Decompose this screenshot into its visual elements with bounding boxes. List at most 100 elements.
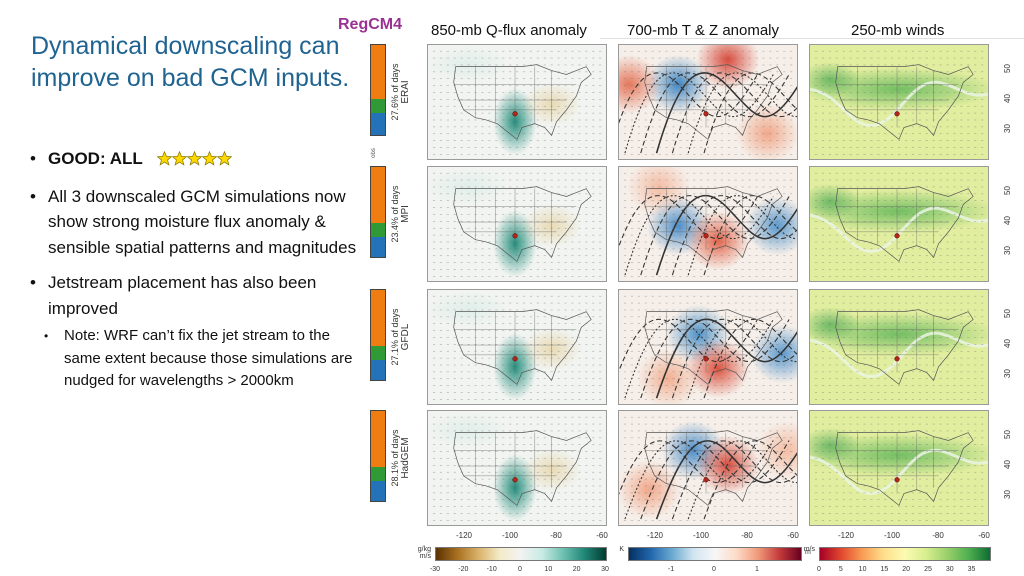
colorbar-tick-label: 0 — [518, 566, 522, 573]
colorbar-tick-label: 25 — [924, 566, 932, 573]
us-outline — [453, 430, 592, 506]
lat-tick-label: 50 — [1002, 186, 1012, 195]
bullet-dot: • — [44, 329, 49, 343]
star-icon — [172, 151, 188, 166]
bullet-text: GOOD: ALL — [48, 149, 143, 168]
colorbar — [435, 547, 607, 561]
colorbar-tick-label: 10 — [544, 566, 553, 573]
lat-tick-label: 30 — [1002, 124, 1012, 133]
lon-tick-label: -80 — [741, 531, 753, 540]
colorbar-tick-label: -30 — [429, 566, 441, 573]
state-borders — [835, 188, 959, 250]
location-marker — [894, 356, 900, 362]
location-marker — [894, 477, 900, 483]
map-panel-qflux-mpi — [427, 166, 607, 282]
location-marker — [512, 233, 518, 239]
us-outline — [644, 430, 783, 506]
bullet-simulations: • All 3 downscaled GCM simulations now s… — [30, 184, 360, 261]
map-panel-tz-hadgem — [618, 410, 798, 526]
bar-segment-green — [371, 345, 385, 361]
colorbar — [819, 547, 991, 561]
state-borders — [644, 432, 768, 494]
lon-tick-label: -120 — [646, 531, 664, 540]
state-borders — [835, 311, 959, 373]
temperature-anomaly — [745, 196, 797, 256]
wind-vectors — [814, 416, 984, 521]
bar-segment-blue — [371, 360, 385, 380]
bullet-jetstream: • Jetstream placement has also been impr… — [30, 270, 360, 321]
location-marker — [512, 356, 518, 362]
us-outline — [644, 309, 783, 385]
bullet-text: Jetstream placement has also been improv… — [48, 273, 317, 318]
lon-tick-label: -60 — [596, 531, 608, 540]
positive-anomaly — [428, 46, 508, 83]
regime-fraction-bar — [370, 166, 386, 258]
lat-tick-label: 40 — [1002, 460, 1012, 469]
positive-anomaly — [428, 291, 508, 328]
regime-fraction-bar — [370, 289, 386, 381]
bullet-text: Note: WRF can’t fix the jet stream to th… — [64, 327, 353, 389]
lon-tick-label: -100 — [501, 531, 519, 540]
lat-tick-label: 40 — [1002, 216, 1012, 225]
colorbar-tick-label: 5 — [838, 566, 843, 573]
map-panel-tz-gfdl — [618, 289, 798, 405]
model-name: HadGEM — [400, 437, 411, 479]
colorbar-tick-label: 30 — [601, 566, 609, 573]
lon-tick-label: -80 — [550, 531, 562, 540]
lat-tick-label: 30 — [1002, 369, 1012, 378]
lat-tick-label: 30 — [1002, 490, 1012, 499]
star-icon — [187, 151, 203, 166]
wind-vectors — [432, 416, 602, 521]
us-outline — [835, 430, 974, 506]
location-marker — [894, 233, 900, 239]
bar-segment-green — [371, 99, 385, 113]
map-panel-winds-gfdl — [809, 289, 989, 405]
percent-days: 23.4% of days — [390, 185, 400, 243]
jetstream-line — [810, 206, 988, 253]
map-panel-winds-erai — [809, 44, 989, 160]
model-label: RegCM4 — [338, 16, 403, 33]
temperature-anomaly — [626, 167, 691, 217]
bullet-dot: • — [30, 149, 36, 168]
star-icon — [157, 151, 173, 166]
location-marker — [512, 477, 518, 483]
star-icon — [202, 151, 218, 166]
colorbar-tick-label: 20 — [902, 566, 911, 573]
temperature-anomaly — [750, 324, 797, 384]
model-name: MPI — [400, 205, 411, 223]
map-panel-qflux-gfdl — [427, 289, 607, 405]
bullet-good-all: • GOOD: ALL — [30, 146, 360, 174]
lon-tick-label: -60 — [787, 531, 799, 540]
height-contour — [703, 440, 797, 520]
colorbar-tick-label: 1 — [755, 566, 759, 573]
colorbar-unit: K — [619, 546, 624, 553]
temperature-anomaly — [696, 45, 760, 90]
wind-vectors — [623, 416, 793, 521]
bar-segment-blue — [371, 481, 385, 501]
lon-tick-label: -120 — [455, 531, 473, 540]
state-borders — [644, 311, 768, 373]
colorbar-tick-label: -10 — [486, 566, 497, 573]
bullet-text: All 3 downscaled GCM simulations now sho… — [48, 186, 357, 257]
bar-segment-blue — [371, 112, 385, 135]
height-contour — [687, 195, 797, 276]
positive-anomaly — [428, 168, 508, 205]
divider — [600, 38, 1024, 39]
state-borders — [644, 188, 768, 250]
lon-tick-label: -100 — [692, 531, 710, 540]
colorbar-tick-label: 35 — [967, 566, 976, 573]
map-panel-qflux-hadgem — [427, 410, 607, 526]
colorbar-unit-right: m — [805, 549, 811, 556]
map-panel-tz-mpi — [618, 166, 798, 282]
map-panel-winds-hadgem — [809, 410, 989, 526]
colorbar-tick-label: 20 — [572, 566, 581, 573]
colorbar-tick-label: 10 — [858, 566, 867, 573]
bullet-list: • GOOD: ALL • All 3 downscaled GCM simul… — [30, 146, 360, 403]
regime-fraction-bar — [370, 410, 386, 502]
location-marker — [703, 356, 709, 362]
map-panel-winds-mpi — [809, 166, 989, 282]
colorbar-tick-label: 15 — [880, 566, 889, 573]
row-label: 27.6% of days ERAI — [390, 32, 411, 152]
slide-title: Dynamical downscaling can improve on bad… — [31, 32, 350, 92]
star-rating — [157, 148, 233, 174]
